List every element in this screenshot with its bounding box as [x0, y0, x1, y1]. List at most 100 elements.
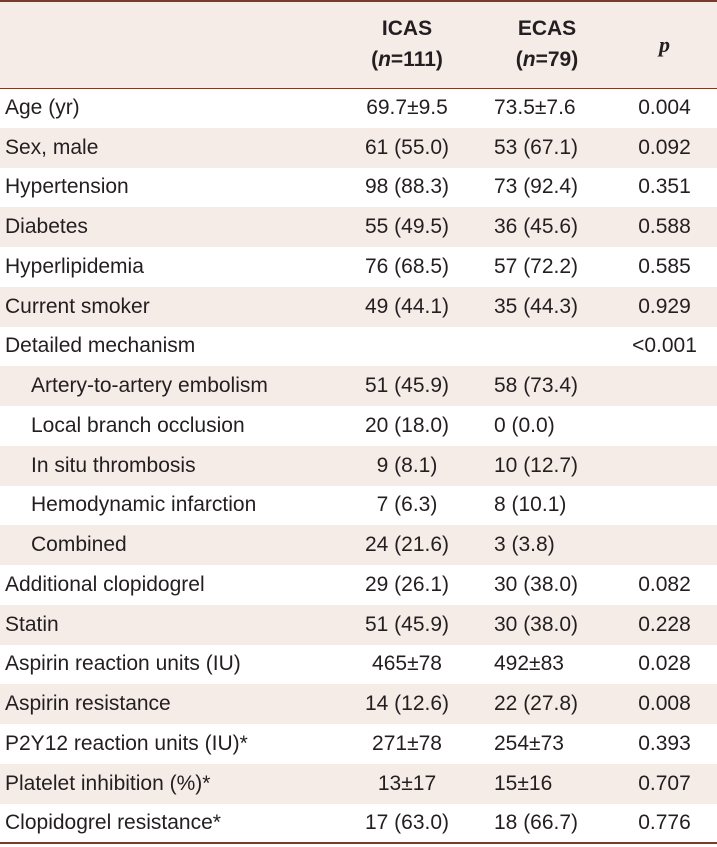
ecas-value: 57 (72.2) — [494, 254, 579, 278]
table-row: Platelet inhibition (%)* 13±17 15±16 0.707 — [0, 763, 717, 804]
icas-value: 29 (26.1) — [364, 572, 450, 596]
header-icas-title: ICAS — [381, 17, 433, 41]
icas-value: 24 (21.6) — [364, 533, 450, 557]
row-label: Statin — [5, 612, 59, 636]
table-row: Combined 24 (21.6) 3 (3.8) — [0, 525, 717, 565]
row-label: Clopidogrel resistance* — [5, 810, 221, 834]
p-value: 0.707 — [638, 771, 691, 795]
header-p-value: p — [659, 31, 670, 57]
p-value: 0.393 — [638, 731, 691, 755]
ecas-value: 30 (38.0) — [494, 572, 579, 596]
ecas-value: 10 (12.7) — [494, 453, 579, 477]
icas-value: 9 (8.1) — [376, 453, 438, 477]
icas-value: 55 (49.5) — [364, 215, 450, 239]
p-value: 0.092 — [638, 135, 691, 159]
p-value: 0.776 — [638, 810, 691, 834]
p-value: <0.001 — [632, 334, 697, 358]
p-value: 0.028 — [638, 652, 691, 676]
p-value — [612, 406, 717, 446]
table-row: Hyperlipidemia 76 (68.5) 57 (72.2) 0.585 — [0, 247, 717, 287]
table-row: P2Y12 reaction units (IU)* 271±78 254±73 0.… — [0, 724, 717, 764]
table-row: Aspirin reaction units (IU) 465±78 492±83 0… — [0, 645, 717, 685]
p-value: 0.082 — [638, 572, 691, 596]
header-ecas: ECAS (n=79) — [515, 17, 579, 71]
ecas-value: 58 (73.4) — [494, 374, 579, 398]
p-value — [612, 446, 717, 486]
table-row: Diabetes 55 (49.5) 36 (45.6) 0.588 — [0, 207, 717, 247]
table-row: Artery-to-artery embolism 51 (45.9) 58 (73… — [0, 366, 717, 406]
icas-value — [332, 327, 482, 367]
header-icas: ICAS (n=111) — [371, 17, 443, 71]
row-label: Hemodynamic infarction — [31, 493, 257, 517]
header-icas-n-value: =111 — [390, 47, 436, 71]
ecas-value: 18 (66.7) — [494, 810, 579, 834]
ecas-value: 73 (92.4) — [494, 175, 579, 199]
row-label: P2Y12 reaction units (IU)* — [5, 731, 248, 755]
row-label: Platelet inhibition (%)* — [5, 771, 211, 795]
row-label: Age (yr) — [5, 96, 80, 120]
icas-value: 465±78 — [372, 652, 442, 676]
table-row: Sex, male 61 (55.0) 53 (67.1) 0.092 — [0, 127, 717, 168]
row-label: Aspirin reaction units (IU) — [5, 652, 241, 676]
icas-value: 20 (18.0) — [364, 413, 450, 437]
icas-value: 14 (12.6) — [364, 692, 450, 716]
row-label: Local branch occlusion — [31, 413, 245, 437]
table-row: Additional clopidogrel 29 (26.1) 30 (38.0)… — [0, 565, 717, 605]
icas-value: 61 (55.0) — [364, 135, 450, 159]
header-blank-cell — [0, 1, 332, 88]
row-label: Hypertension — [5, 175, 129, 199]
icas-value: 7 (6.3) — [376, 493, 438, 517]
ecas-value: 53 (67.1) — [494, 135, 579, 159]
p-value — [612, 486, 717, 526]
row-label: Hyperlipidemia — [5, 254, 144, 278]
ecas-value — [482, 327, 612, 367]
ecas-value: 22 (27.8) — [494, 692, 579, 716]
row-label: Combined — [31, 533, 127, 557]
ecas-value: 15±16 — [494, 771, 553, 795]
icas-value: 69.7±9.5 — [366, 96, 448, 120]
icas-value: 98 (88.3) — [364, 175, 450, 199]
table-row: Hypertension 98 (88.3) 73 (92.4) 0.351 — [0, 168, 717, 208]
ecas-value: 30 (38.0) — [494, 612, 579, 636]
table-row: In situ thrombosis 9 (8.1) 10 (12.7) — [0, 445, 717, 486]
ecas-value: 8 (10.1) — [494, 493, 567, 517]
header-ecas-n-value: =79 — [535, 47, 572, 71]
row-label: Sex, male — [5, 135, 99, 159]
header-icas-n-letter: n — [378, 47, 391, 71]
table-row: Detailed mechanism <0.001 — [0, 327, 717, 367]
row-label: Artery-to-artery embolism — [31, 374, 268, 398]
p-value: 0.004 — [638, 96, 691, 120]
p-value: 0.351 — [638, 175, 691, 199]
p-value — [612, 366, 717, 406]
row-label: Additional clopidogrel — [5, 572, 205, 596]
icas-value: 51 (45.9) — [364, 612, 450, 636]
row-label: Aspirin resistance — [5, 692, 171, 716]
row-label: Diabetes — [5, 215, 88, 239]
icas-value: 17 (63.0) — [364, 810, 450, 834]
ecas-value: 73.5±7.6 — [494, 96, 576, 120]
row-label: Current smoker — [5, 294, 150, 318]
ecas-value: 492±83 — [494, 652, 564, 676]
icas-value: 76 (68.5) — [364, 254, 450, 278]
p-value: 0.929 — [638, 294, 691, 318]
icas-value: 13±17 — [377, 771, 437, 795]
p-value: 0.585 — [638, 254, 691, 278]
table-row: Hemodynamic infarction 7 (6.3) 8 (10.1) — [0, 486, 717, 526]
ecas-value: 254±73 — [494, 731, 564, 755]
table-row: Age (yr) 69.7±9.5 73.5±7.6 0.004 — [0, 88, 717, 128]
ecas-value: 3 (3.8) — [494, 533, 555, 557]
table-row: Statin 51 (45.9) 30 (38.0) 0.228 — [0, 604, 717, 645]
header-ecas-n-letter: n — [522, 47, 536, 71]
row-label: Detailed mechanism — [5, 334, 196, 358]
table-row: Local branch occlusion 20 (18.0) 0 (0.0) — [0, 406, 717, 446]
p-value: 0.588 — [638, 215, 691, 239]
icas-value: 49 (44.1) — [364, 294, 450, 318]
table-body: Age (yr) 69.7±9.5 73.5±7.6 0.004 Sex, male 61… — [0, 88, 717, 844]
table-row: Aspirin resistance 14 (12.6) 22 (27.8) 0.00… — [0, 684, 717, 724]
ecas-value: 36 (45.6) — [494, 215, 579, 239]
p-value: 0.008 — [638, 692, 691, 716]
icas-value: 271±78 — [372, 731, 442, 755]
p-value: 0.228 — [638, 612, 691, 636]
ecas-value: 35 (44.3) — [494, 294, 579, 318]
